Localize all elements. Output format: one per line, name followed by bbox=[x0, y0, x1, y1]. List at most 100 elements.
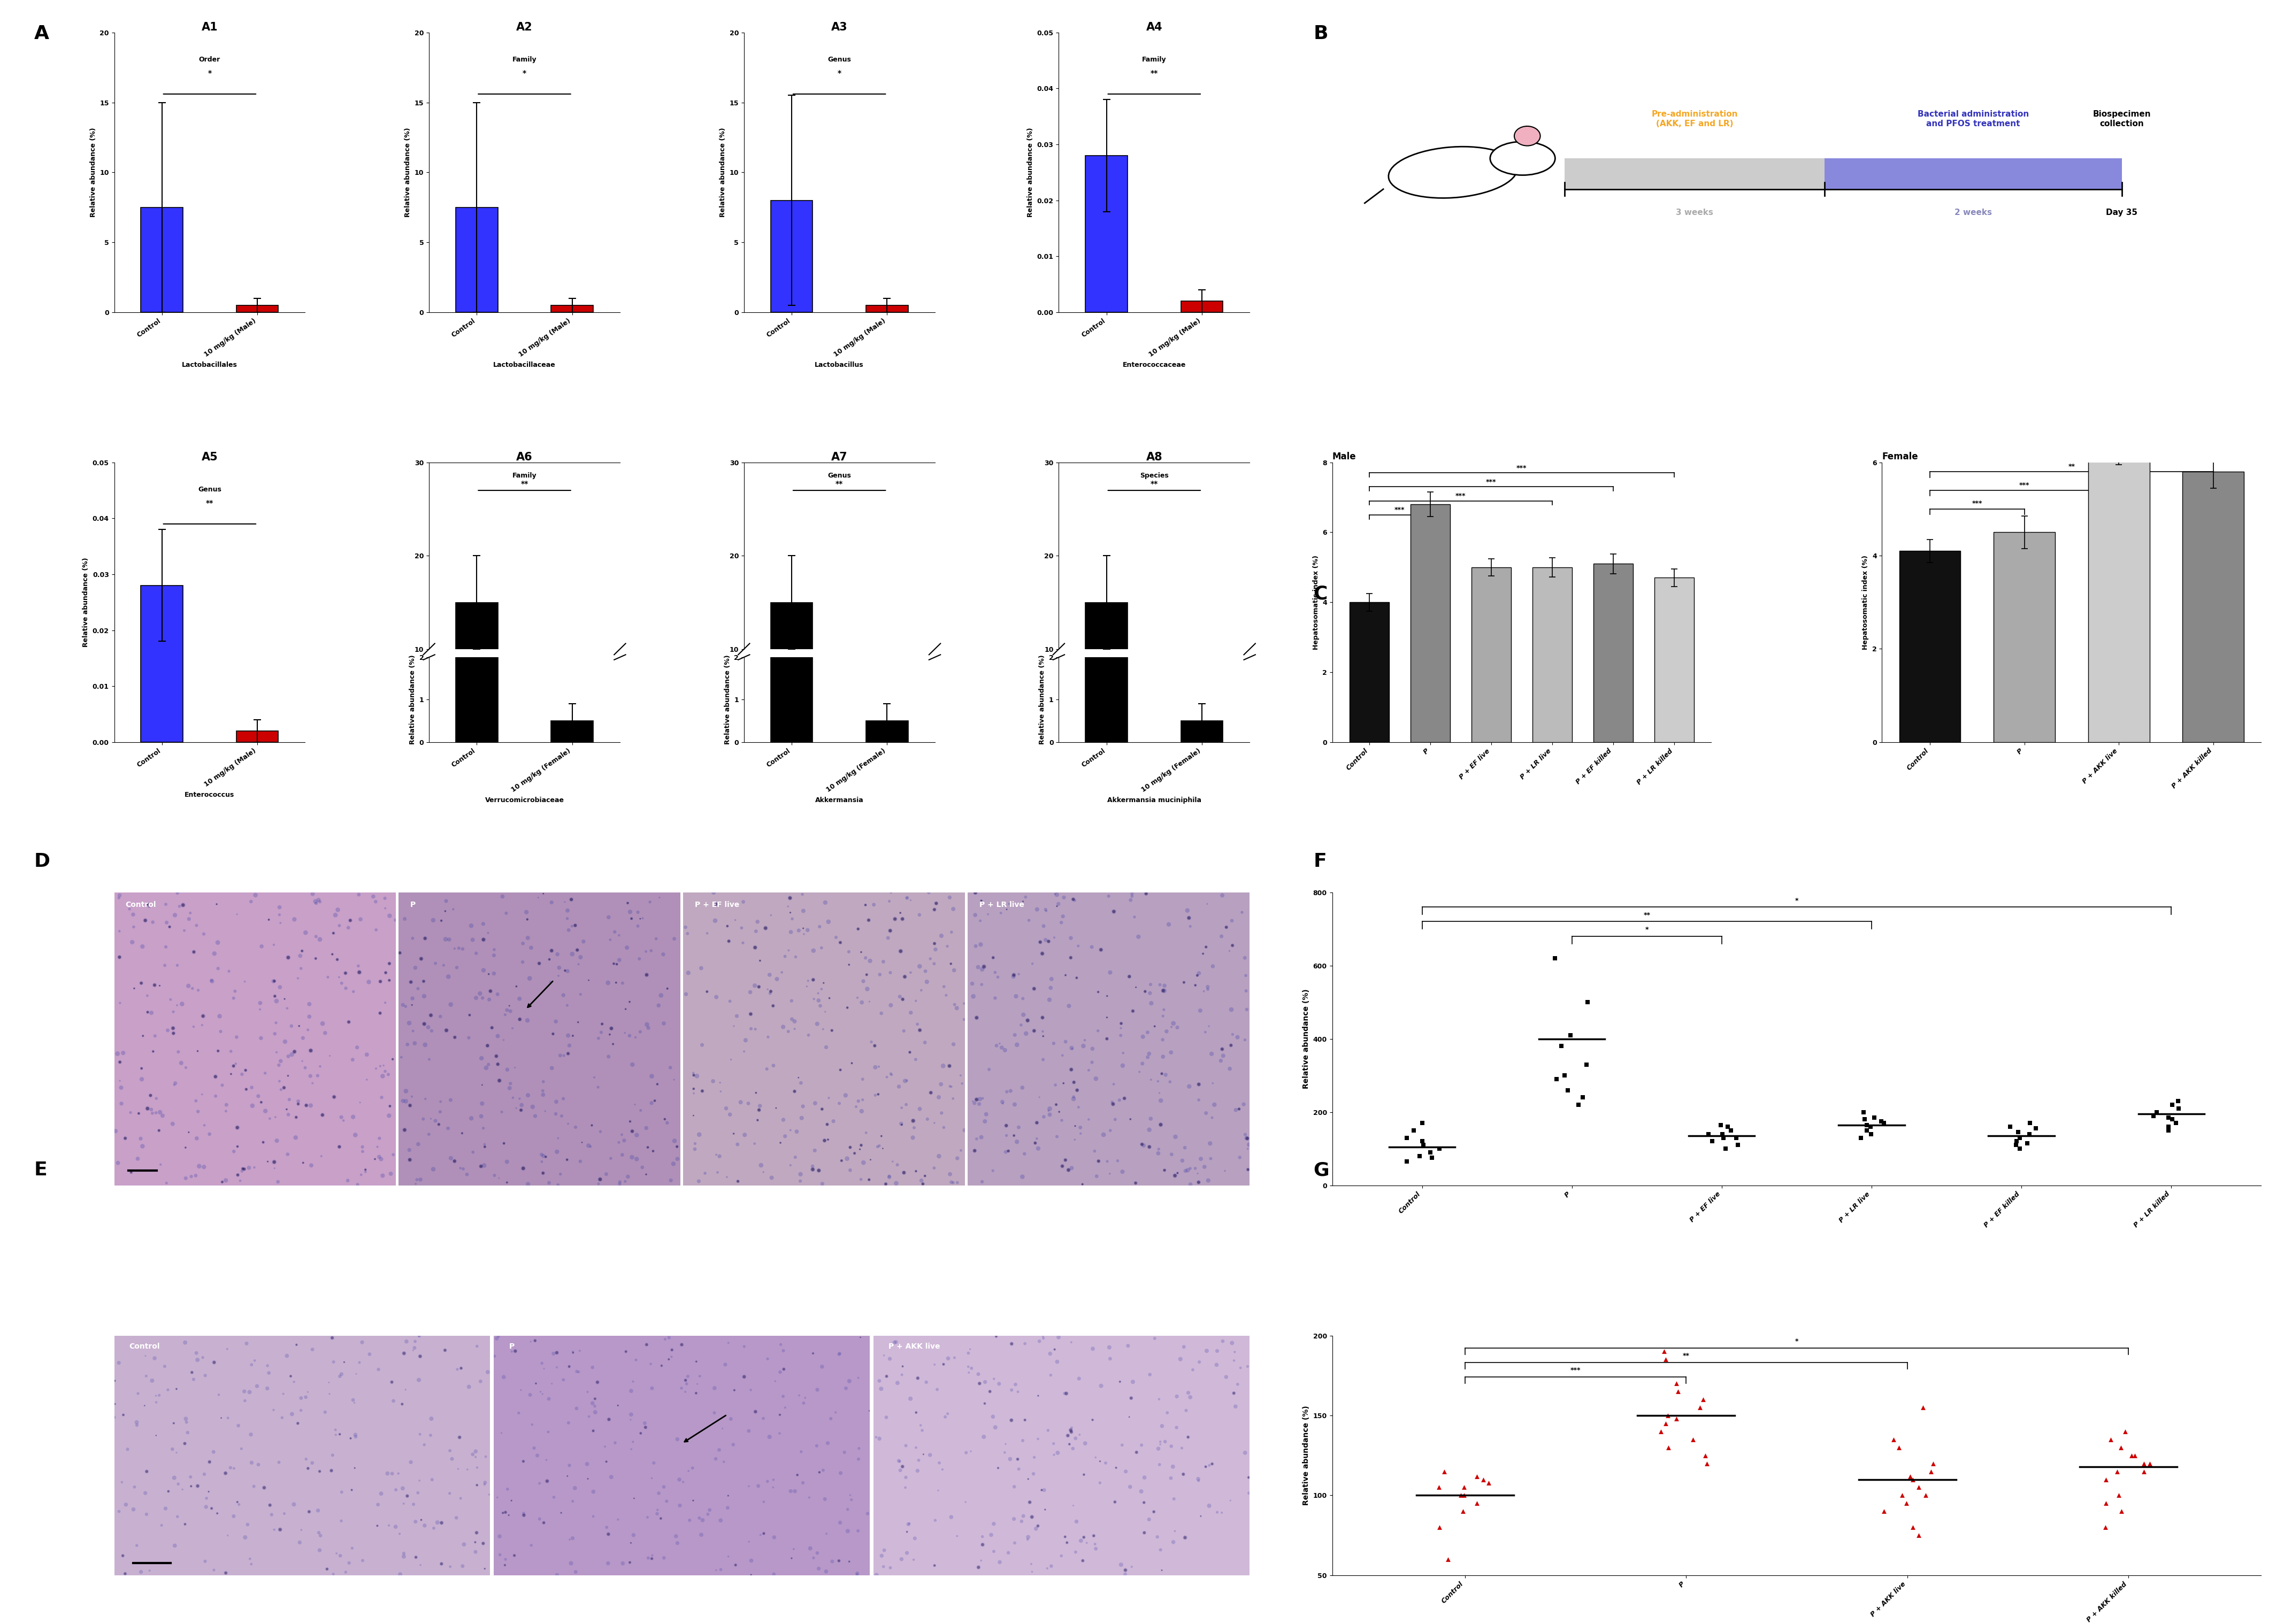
Point bbox=[614, 1145, 651, 1171]
Point bbox=[1165, 1462, 1201, 1488]
Point bbox=[936, 1345, 973, 1371]
Point bbox=[457, 984, 493, 1010]
Point bbox=[100, 885, 137, 911]
Point bbox=[96, 1392, 132, 1418]
Point bbox=[1446, 1499, 1482, 1525]
Point bbox=[1023, 1478, 1060, 1504]
Point bbox=[1026, 1023, 1062, 1049]
Point bbox=[400, 976, 436, 1002]
Point bbox=[717, 1377, 754, 1403]
Point bbox=[966, 1390, 1003, 1416]
Point bbox=[297, 888, 333, 914]
Point bbox=[354, 883, 391, 909]
Point bbox=[1101, 1086, 1137, 1112]
Point bbox=[731, 979, 767, 1005]
Point bbox=[548, 898, 585, 924]
Point bbox=[1128, 880, 1165, 906]
Ellipse shape bbox=[1514, 127, 1539, 146]
Point bbox=[891, 1039, 927, 1065]
Point bbox=[656, 1151, 692, 1177]
Point bbox=[466, 1134, 502, 1160]
Point bbox=[640, 1072, 676, 1098]
Point bbox=[777, 1078, 813, 1104]
Point bbox=[916, 1553, 952, 1579]
Point bbox=[130, 892, 167, 918]
Point bbox=[539, 1125, 576, 1151]
Point bbox=[1055, 1436, 1092, 1462]
Point bbox=[1048, 961, 1085, 987]
Point bbox=[978, 960, 1014, 986]
Point bbox=[763, 1359, 799, 1385]
Point bbox=[699, 984, 735, 1010]
Point bbox=[656, 926, 692, 952]
Point bbox=[256, 968, 292, 994]
Text: **: ** bbox=[836, 481, 843, 487]
Point bbox=[208, 1168, 244, 1194]
Point bbox=[681, 1122, 717, 1148]
Point bbox=[772, 1153, 809, 1179]
Point bbox=[482, 1067, 518, 1093]
Point bbox=[843, 1132, 879, 1158]
Point bbox=[1014, 950, 1051, 976]
Point bbox=[107, 1491, 144, 1517]
Point bbox=[646, 1106, 683, 1132]
Point bbox=[1893, 1514, 1930, 1540]
Point bbox=[674, 1488, 710, 1514]
Point bbox=[151, 1478, 187, 1504]
Bar bbox=[2184, 471, 2243, 742]
Point bbox=[546, 1367, 582, 1393]
Point bbox=[884, 1112, 920, 1138]
Point bbox=[612, 898, 649, 924]
Point bbox=[813, 1018, 850, 1044]
Point bbox=[491, 1502, 528, 1528]
Title: A4: A4 bbox=[1147, 21, 1163, 32]
Point bbox=[877, 906, 914, 932]
Point bbox=[2010, 1130, 2046, 1156]
Point bbox=[886, 963, 923, 989]
Point bbox=[1396, 1117, 1432, 1143]
Point bbox=[432, 1554, 468, 1580]
Point bbox=[1720, 1132, 1756, 1158]
Point bbox=[324, 1108, 361, 1134]
Point bbox=[2113, 1442, 2149, 1468]
Point bbox=[290, 1455, 327, 1481]
Point bbox=[996, 961, 1032, 987]
Point bbox=[774, 906, 811, 932]
Point bbox=[100, 1049, 137, 1075]
Point bbox=[404, 1106, 441, 1132]
Point bbox=[158, 1439, 194, 1465]
Point bbox=[404, 968, 441, 994]
Point bbox=[1185, 940, 1222, 966]
Point bbox=[550, 1353, 587, 1379]
Point bbox=[1560, 1091, 1597, 1117]
Point bbox=[290, 1017, 327, 1043]
Point bbox=[1181, 997, 1217, 1023]
Point bbox=[699, 892, 735, 918]
Point bbox=[1014, 1504, 1051, 1530]
Point bbox=[1119, 1439, 1156, 1465]
Point bbox=[946, 1117, 982, 1143]
Point bbox=[1151, 1069, 1188, 1095]
Point bbox=[683, 1031, 719, 1057]
Point bbox=[1140, 1140, 1176, 1166]
Bar bbox=[550, 721, 594, 742]
Point bbox=[601, 1392, 637, 1418]
Point bbox=[553, 887, 589, 913]
Point bbox=[683, 955, 719, 981]
Point bbox=[703, 1556, 740, 1582]
Point bbox=[224, 1060, 260, 1086]
Point bbox=[322, 1363, 359, 1389]
Point bbox=[1115, 1369, 1151, 1395]
Point bbox=[283, 955, 320, 981]
Point bbox=[343, 1090, 379, 1116]
Point bbox=[502, 1091, 539, 1117]
Point bbox=[171, 1119, 208, 1145]
Point bbox=[1019, 1514, 1055, 1540]
Point bbox=[612, 1436, 649, 1462]
Point bbox=[831, 1549, 868, 1575]
Point bbox=[276, 1124, 313, 1150]
Point bbox=[484, 1501, 521, 1527]
Point bbox=[758, 1095, 795, 1121]
Point bbox=[480, 1324, 516, 1350]
Point bbox=[187, 1486, 224, 1512]
